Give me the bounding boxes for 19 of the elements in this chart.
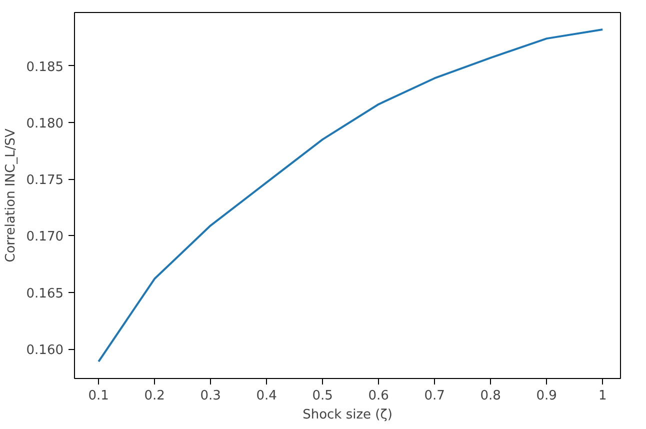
y-tick-label: 0.185 — [26, 60, 64, 75]
x-tick-label: 0.7 — [424, 388, 445, 404]
y-tick-label: 0.175 — [26, 173, 64, 188]
y-tick-label: 0.180 — [26, 116, 64, 132]
line-series — [98, 28, 604, 363]
x-tick-label: 0.3 — [200, 388, 221, 404]
x-tick-label: 0.6 — [368, 388, 389, 404]
x-tick-label: 1 — [598, 388, 607, 404]
x-tick-label: 0.4 — [256, 388, 277, 404]
x-tick-label: 0.5 — [312, 388, 333, 404]
x-axis-title: Shock size (ζ) — [302, 408, 392, 422]
y-tick-label: 0.170 — [26, 230, 64, 245]
x-tick-label: 0.8 — [480, 388, 501, 404]
y-tick-label: 0.165 — [26, 286, 64, 302]
x-tick-label: 0.2 — [144, 388, 165, 404]
y-axis-title: Correlation INC_L/SV — [3, 128, 18, 262]
x-tick-label: 0.9 — [536, 388, 557, 404]
x-tick-label: 0.1 — [88, 388, 109, 404]
y-tick-label: 0.160 — [26, 343, 64, 358]
